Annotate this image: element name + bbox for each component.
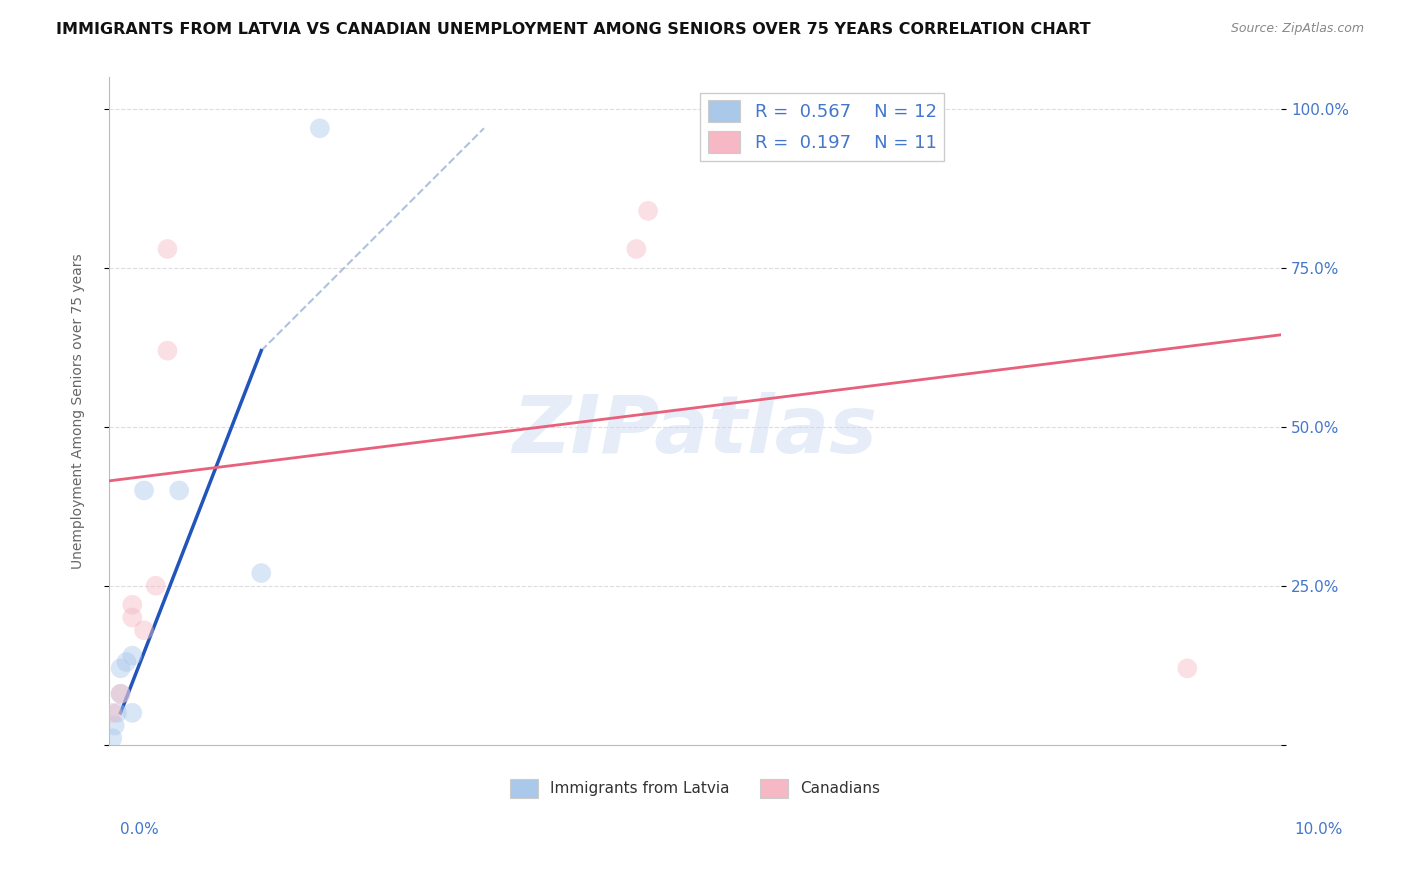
Point: [110, 661, 132, 675]
Point: [121, 610, 143, 624]
Point: [110, 687, 132, 701]
Point: [105, 706, 128, 720]
Point: [167, 483, 190, 498]
Point: [637, 203, 659, 218]
Point: [121, 706, 143, 720]
Point: [115, 655, 138, 669]
Point: [156, 242, 179, 256]
Point: [110, 687, 132, 701]
Point: [145, 579, 167, 593]
Text: Source: ZipAtlas.com: Source: ZipAtlas.com: [1230, 22, 1364, 36]
Point: [308, 121, 330, 136]
Legend: Immigrants from Latvia, Canadians: Immigrants from Latvia, Canadians: [505, 772, 886, 804]
Point: [626, 242, 648, 256]
Point: [101, 706, 124, 720]
Point: [104, 718, 127, 732]
Point: [121, 648, 143, 663]
Point: [156, 343, 179, 358]
Text: 10.0%: 10.0%: [1295, 822, 1343, 837]
Text: 0.0%: 0.0%: [120, 822, 159, 837]
Point: [250, 566, 273, 580]
Text: ZIPatlas: ZIPatlas: [512, 392, 877, 470]
Point: [132, 483, 155, 498]
Point: [132, 624, 155, 638]
Point: [1175, 661, 1198, 675]
Text: IMMIGRANTS FROM LATVIA VS CANADIAN UNEMPLOYMENT AMONG SENIORS OVER 75 YEARS CORR: IMMIGRANTS FROM LATVIA VS CANADIAN UNEMP…: [56, 22, 1091, 37]
Point: [101, 731, 124, 746]
Y-axis label: Unemployment Among Seniors over 75 years: Unemployment Among Seniors over 75 years: [72, 253, 86, 569]
Point: [121, 598, 143, 612]
